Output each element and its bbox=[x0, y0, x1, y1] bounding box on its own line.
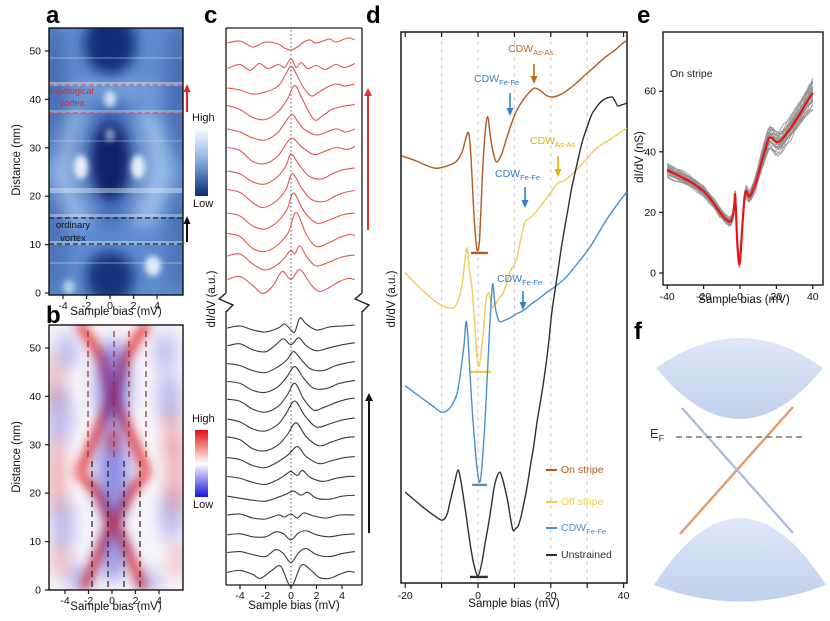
svg-text:30: 30 bbox=[29, 142, 41, 154]
cdw-fe-fe-annotation-3: CDWFe-Fe bbox=[497, 273, 543, 288]
legend-dash-unstrained bbox=[546, 554, 557, 557]
svg-text:50: 50 bbox=[29, 343, 41, 355]
svg-text:-20: -20 bbox=[696, 291, 711, 303]
topological-vortex-label: topological vortex bbox=[48, 85, 96, 109]
panel-c-yaxis-label: dI/dV (a.u.) bbox=[206, 270, 218, 328]
svg-text:-40: -40 bbox=[660, 291, 675, 303]
svg-text:2: 2 bbox=[314, 590, 320, 602]
svg-text:20: 20 bbox=[771, 291, 783, 303]
legend-dash-on-stripe bbox=[546, 469, 557, 472]
legend-item-cdw-fe-fe: CDWFe-Fe bbox=[546, 522, 606, 536]
svg-text:40: 40 bbox=[644, 146, 656, 158]
panel-a-xaxis-label: Sample bias (mV) bbox=[70, 306, 162, 318]
svg-text:-20: -20 bbox=[398, 590, 413, 602]
panel-e-letter: e bbox=[637, 2, 651, 29]
svg-text:4: 4 bbox=[156, 595, 162, 607]
svg-text:20: 20 bbox=[29, 191, 41, 203]
cdw-as-as-annotation-2: CDWAs-As bbox=[530, 135, 576, 150]
cdw-fe-fe-annotation-2: CDWFe-Fe bbox=[495, 168, 541, 183]
svg-text:2: 2 bbox=[133, 595, 139, 607]
panel-c-xaxis-label: Sample bias (mV) bbox=[248, 600, 340, 612]
svg-text:-2: -2 bbox=[84, 595, 93, 607]
panel-e-yaxis-label: dI/dV (nS) bbox=[634, 131, 646, 183]
panel-a-yaxis-label: Distance (nm) bbox=[11, 124, 23, 196]
svg-text:10: 10 bbox=[29, 239, 41, 251]
svg-text:30: 30 bbox=[29, 439, 41, 451]
ordinary-vortex-line1: ordinary bbox=[55, 220, 91, 231]
svg-text:0: 0 bbox=[35, 585, 41, 597]
legend-item-on-stripe: On stripe bbox=[546, 464, 604, 476]
svg-text:20: 20 bbox=[545, 590, 557, 602]
svg-text:0: 0 bbox=[107, 300, 113, 312]
colorbar-a-low-label: Low bbox=[193, 198, 214, 210]
colorbar-a bbox=[195, 128, 208, 196]
svg-text:20: 20 bbox=[644, 207, 656, 219]
colorbar-a-high-label: High bbox=[192, 112, 215, 124]
legend-item-off-stripe: Off stripe bbox=[546, 496, 603, 508]
svg-text:20: 20 bbox=[29, 488, 41, 500]
panel-b-yaxis-label: Distance (nm) bbox=[11, 421, 23, 493]
svg-text:0: 0 bbox=[650, 268, 656, 280]
svg-text:4: 4 bbox=[339, 590, 345, 602]
svg-text:0: 0 bbox=[109, 595, 115, 607]
svg-text:40: 40 bbox=[29, 391, 41, 403]
svg-text:10: 10 bbox=[29, 536, 41, 548]
panel-f-letter: f bbox=[634, 318, 642, 345]
panel-b-xaxis-label: Sample bias (mV) bbox=[70, 601, 162, 613]
svg-text:40: 40 bbox=[29, 94, 41, 106]
panel-a-letter: a bbox=[46, 2, 60, 29]
legend-item-unstrained: Unstrained bbox=[546, 549, 612, 561]
on-stripe-label: On stripe bbox=[670, 68, 713, 80]
svg-text:50: 50 bbox=[29, 46, 41, 58]
panel-e-xaxis-label: Sample bias (mV) bbox=[698, 294, 790, 306]
legend-dash-off-stripe bbox=[546, 501, 557, 504]
panel-c-letter: c bbox=[204, 2, 218, 29]
svg-text:4: 4 bbox=[154, 300, 160, 312]
fermi-level-label: EF bbox=[650, 426, 665, 444]
svg-text:60: 60 bbox=[644, 86, 656, 98]
svg-text:2: 2 bbox=[131, 300, 137, 312]
svg-text:-2: -2 bbox=[82, 300, 91, 312]
ordinary-vortex-label: ordinary vortex bbox=[50, 220, 96, 246]
panel-d-letter: d bbox=[366, 2, 381, 29]
topological-vortex-line2: vortex bbox=[59, 98, 85, 109]
colorbar-b-high-label: High bbox=[192, 413, 215, 425]
svg-text:-4: -4 bbox=[60, 595, 69, 607]
svg-text:0: 0 bbox=[288, 590, 294, 602]
panel-d-xaxis-label: Sample bias (mV) bbox=[468, 598, 560, 610]
panel-d-yaxis-label: dI/dV (a.u.) bbox=[386, 270, 398, 328]
colorbar-b-low-label: Low bbox=[193, 499, 214, 511]
colorbar-b bbox=[195, 430, 208, 497]
cdw-as-as-annotation-1: CDWAs-As bbox=[508, 43, 554, 58]
ordinary-vortex-line2: vortex bbox=[60, 232, 86, 244]
panel-b-letter: b bbox=[46, 302, 61, 329]
topological-vortex-line1: topological bbox=[50, 86, 94, 96]
svg-text:0: 0 bbox=[737, 291, 743, 303]
svg-text:0: 0 bbox=[35, 288, 41, 300]
cdw-fe-fe-annotation-1: CDWFe-Fe bbox=[474, 73, 520, 88]
legend-dash-cdw-fe-fe bbox=[546, 527, 557, 530]
svg-text:-4: -4 bbox=[235, 590, 244, 602]
svg-text:-2: -2 bbox=[261, 590, 270, 602]
svg-text:40: 40 bbox=[807, 291, 819, 303]
svg-text:40: 40 bbox=[618, 590, 630, 602]
svg-text:0: 0 bbox=[475, 590, 481, 602]
svg-text:-4: -4 bbox=[58, 300, 67, 312]
